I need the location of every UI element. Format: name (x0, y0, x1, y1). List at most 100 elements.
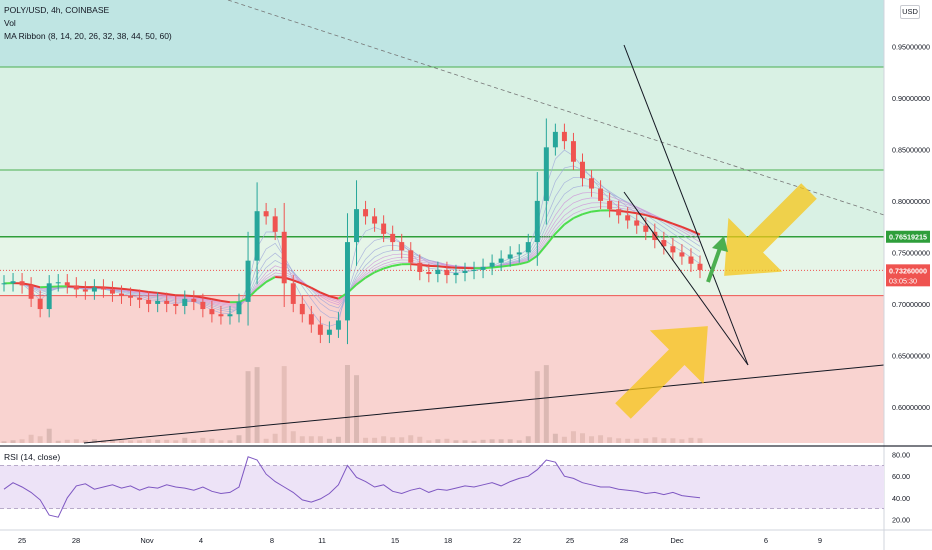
small-green-arrow (706, 247, 722, 283)
candle-body (200, 301, 206, 310)
ribbon-main-segment (121, 287, 131, 291)
price-tick-label: 0.80000000 (892, 197, 930, 206)
price-tick-label: 0.75000000 (892, 248, 930, 257)
support-trendline (83, 364, 885, 444)
volume-bar (182, 437, 188, 443)
volume-bar (281, 366, 287, 443)
price-tick-label: 0.65000000 (892, 351, 930, 360)
candle-body (209, 309, 215, 315)
candle-body (390, 233, 396, 243)
volume-bar (263, 438, 269, 443)
price-tick-label: 0.60000000 (892, 403, 930, 412)
ribbon-main-segment (518, 260, 529, 266)
rsi-pane: 80.00 60.00 40.00 20.00 (0, 445, 932, 524)
volume-bar (1, 441, 7, 443)
large-up-arrow-shape (615, 326, 708, 419)
volume-bar (354, 375, 360, 443)
candle-body (634, 220, 640, 226)
candle-body (480, 266, 486, 270)
volume-bar (652, 437, 658, 443)
ribbon-main-segment (374, 267, 385, 274)
candle-body (570, 141, 576, 162)
ribbon-main-segment (355, 276, 367, 286)
volume-bar (19, 439, 25, 443)
candle-body (37, 298, 43, 310)
vol-label: Vol (4, 18, 16, 28)
volume-bar (381, 436, 387, 443)
time-tick-label: 15 (391, 536, 399, 545)
time-tick-label: Dec (670, 536, 684, 545)
price-label-text: 0.76519215 (889, 233, 927, 242)
volume-bar (480, 439, 486, 443)
candle-body (399, 242, 405, 251)
volume-bar (598, 435, 604, 443)
ribbon-main-segment (310, 286, 321, 294)
time-tick-label: 4 (199, 536, 203, 545)
ribbon-main-segment (627, 210, 637, 215)
volume-bar (634, 438, 640, 443)
ribbon-main-segment (672, 222, 683, 228)
volume-bar (245, 371, 251, 443)
volume-bar (525, 436, 531, 443)
candle-body (182, 298, 188, 306)
candle-body (363, 209, 369, 217)
volume-bar (200, 437, 206, 443)
candle-body (119, 293, 124, 296)
candle-body (227, 314, 233, 317)
drawing-tools (83, 0, 885, 444)
candle-body (661, 240, 667, 247)
time-tick-label: 6 (764, 536, 768, 545)
candle-body (652, 231, 658, 241)
ribbon-main-segment (636, 212, 646, 217)
currency-button[interactable]: USD (900, 5, 920, 19)
volume-bar (82, 440, 88, 443)
volume-bar (109, 439, 115, 443)
candle-body (598, 188, 604, 201)
price-label-tag (886, 264, 930, 287)
volume-bar (670, 438, 676, 443)
time-axis[interactable]: 25 28 Nov 4 8 11 15 18 22 25 28 Dec 6 9 (0, 529, 932, 545)
ribbon-main-segment (582, 210, 592, 216)
volume-bar (37, 436, 43, 443)
ribbon-main-segment (492, 265, 502, 269)
volume-bar (543, 365, 549, 443)
candle-body (435, 269, 441, 275)
volume-bar (335, 436, 341, 443)
volume-bar (408, 435, 414, 443)
ribbon-main-segment (301, 282, 312, 289)
price-label-tag (886, 230, 930, 243)
candle-body (688, 256, 694, 264)
candle-body (290, 283, 296, 304)
candle-body (28, 285, 34, 299)
volume-bar (290, 431, 296, 443)
volume-bar (435, 439, 441, 443)
volume-bar (489, 439, 495, 443)
ribbon-main-segment (446, 266, 457, 269)
time-tick-label: 28 (72, 536, 80, 545)
volume-bar (417, 436, 423, 443)
ribbon-main-segment (501, 264, 511, 268)
ribbon-main-segment (292, 279, 303, 285)
ribbon-main-segment (645, 214, 656, 219)
volume-bar (272, 433, 278, 443)
volume-bar (390, 437, 396, 443)
price-tick-label: 0.85000000 (892, 145, 930, 154)
volume-bar (471, 440, 477, 443)
volume-bar (173, 440, 179, 443)
zone-lower (0, 295, 884, 443)
ribbon-main-segment (211, 298, 222, 302)
time-tick-label: 11 (318, 536, 326, 545)
candle-body (525, 242, 531, 253)
volume-bar (146, 439, 152, 443)
volume-bar (64, 439, 70, 443)
price-axis[interactable]: 0.95000000 0.90000000 0.85000000 0.80000000… (883, 0, 932, 550)
ma-ribbon-label: MA Ribbon (8, 14, 20, 26, 32, 38, 44, 50… (4, 31, 172, 41)
candle-body (625, 215, 631, 221)
ribbon-main-segment (220, 299, 231, 304)
volume-bars (1, 365, 703, 443)
candle-body (381, 223, 387, 234)
ribbon-main-segment (365, 271, 376, 279)
volume-bar (191, 439, 197, 443)
volume-bar (507, 439, 513, 443)
